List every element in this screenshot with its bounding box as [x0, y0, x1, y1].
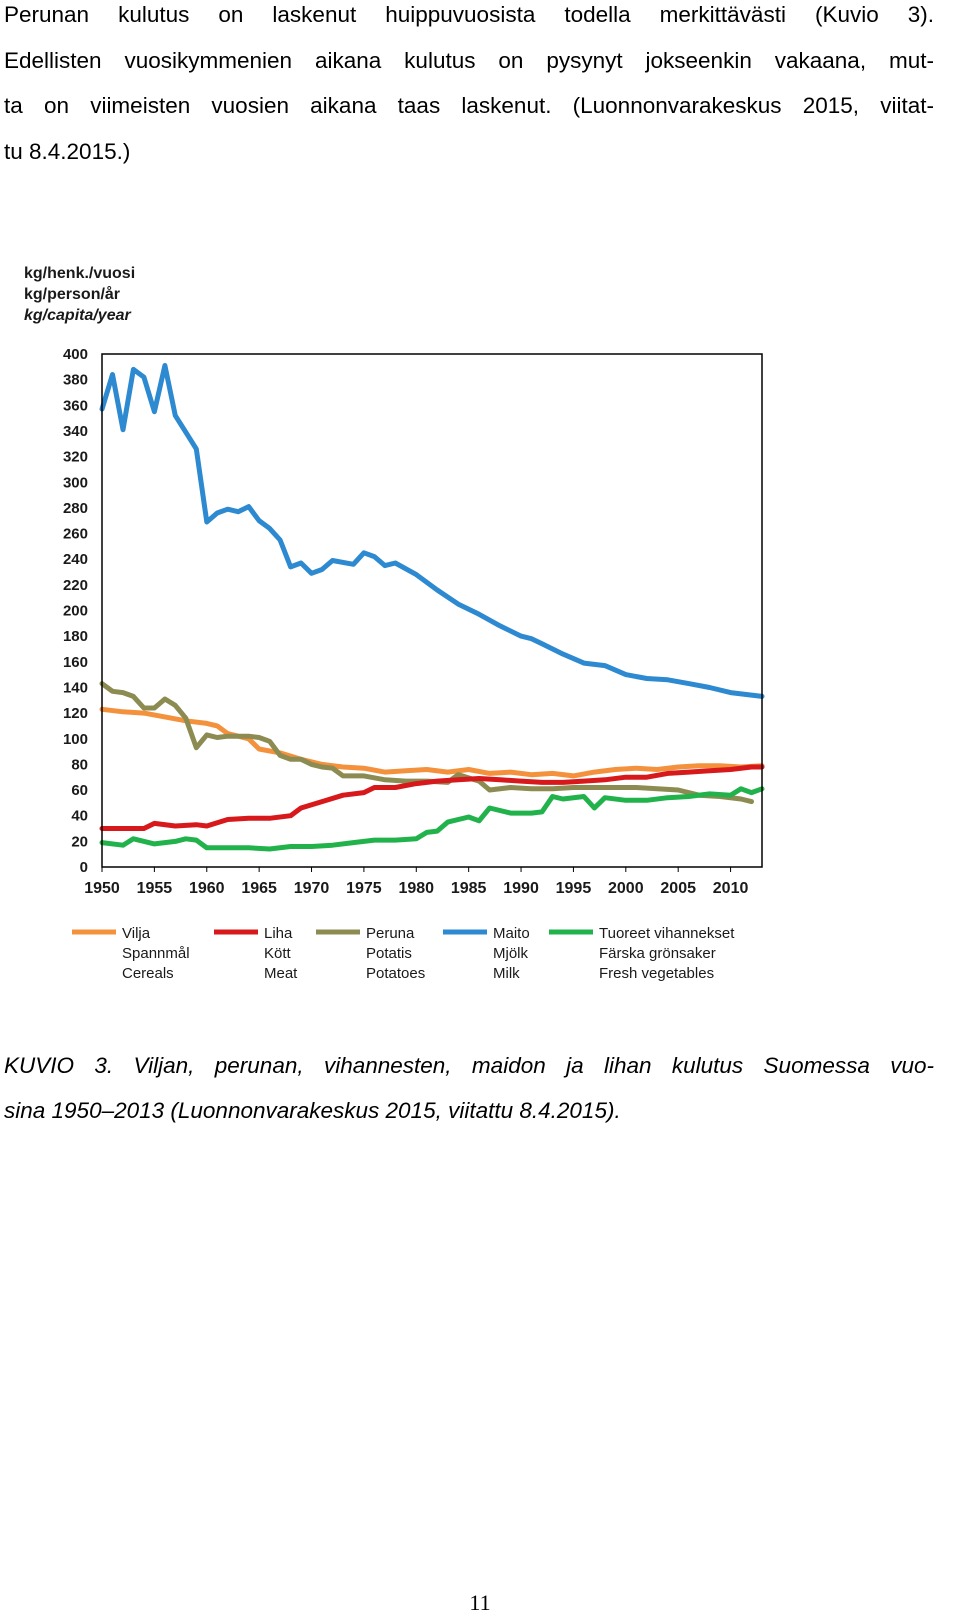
paragraph-line: ta on viimeisten vuosien aikana taas las…	[4, 93, 934, 118]
legend-item-potatoes: Peruna Potatis Potatoes	[316, 925, 425, 982]
x-tick-label: 1950	[84, 880, 120, 897]
legend-label: Potatis	[366, 945, 412, 962]
y-tick-label: 160	[63, 654, 88, 671]
series-line-fresh-vegetables	[99, 786, 765, 852]
y-tick-label: 0	[80, 859, 88, 876]
y-axis-unit-label: kg/henk./vuosi kg/person/år kg/capita/year	[24, 265, 135, 324]
legend-label: Peruna	[366, 925, 415, 942]
y-unit-label-line: kg/capita/year	[24, 307, 132, 324]
y-tick-label: 200	[63, 603, 88, 620]
legend-label: Fresh vegetables	[599, 965, 714, 982]
legend-label: Spannmål	[122, 945, 190, 962]
y-unit-label-line: kg/person/år	[24, 285, 120, 303]
y-tick-label: 300	[63, 474, 88, 491]
y-tick-label: 260	[63, 526, 88, 543]
y-tick-label: 280	[63, 500, 88, 517]
y-tick-label: 400	[63, 346, 88, 363]
legend-item-milk: Maito Mjölk Milk	[443, 925, 530, 982]
x-axis-ticks: 1950 1955 1960 1965 1970 1975 1980 1985 1990 1995…	[84, 867, 748, 897]
series-line-potatoes	[99, 681, 754, 805]
x-tick-label: 1985	[451, 880, 487, 897]
y-tick-label: 40	[71, 808, 88, 825]
plot-frame	[101, 353, 763, 868]
legend-label: Kött	[264, 945, 292, 962]
x-tick-label: 2000	[608, 880, 644, 897]
paragraph-line: Perunan kulutus on laskenut huippuvuosis…	[4, 2, 934, 27]
legend: Vilja Spannmål Cereals Liha Kött Meat Peruna Po…	[72, 925, 735, 982]
x-tick-label: 2010	[713, 880, 749, 897]
y-tick-label: 120	[63, 705, 88, 722]
legend-label: Mjölk	[493, 945, 529, 962]
series-lines	[99, 363, 765, 852]
x-tick-label: 1990	[503, 880, 539, 897]
paragraph-line: tu 8.4.2015.)	[4, 138, 131, 164]
x-tick-label: 2005	[660, 880, 696, 897]
caption-line: sina 1950–2013 (Luonnonvarakeskus 2015, …	[4, 1098, 621, 1123]
y-tick-label: 60	[71, 782, 88, 799]
y-tick-label: 100	[63, 731, 88, 748]
page-number: 11	[469, 1590, 491, 1615]
legend-label: Meat	[264, 965, 298, 982]
y-tick-label: 360	[63, 397, 88, 414]
x-tick-label: 1995	[556, 880, 592, 897]
y-tick-label: 180	[63, 628, 88, 645]
consumption-line-chart: kg/henk./vuosi kg/person/år kg/capita/year…	[24, 265, 765, 982]
legend-label: Milk	[493, 965, 520, 982]
legend-label: Maito	[493, 925, 530, 942]
legend-label: Vilja	[122, 925, 151, 942]
y-tick-label: 240	[63, 551, 88, 568]
y-tick-label: 340	[63, 423, 88, 440]
x-tick-label: 1975	[346, 880, 382, 897]
legend-label: Cereals	[122, 965, 174, 982]
y-tick-label: 140	[63, 679, 88, 696]
x-tick-label: 1965	[241, 880, 277, 897]
legend-label: Färska grönsaker	[599, 945, 716, 962]
series-line-cereals	[99, 706, 765, 779]
legend-label: Liha	[264, 925, 293, 942]
y-unit-label-line: kg/henk./vuosi	[24, 265, 135, 282]
legend-item-fresh-vegetables: Tuoreet vihannekset Färska grönsaker Fresh…	[549, 925, 735, 982]
caption-line: KUVIO 3. Viljan, perunan, vihannesten, m…	[4, 1053, 934, 1078]
series-line-milk	[99, 363, 765, 699]
y-tick-label: 80	[71, 756, 88, 773]
paragraph-line: Edellisten vuosikymmenien aikana kulutus…	[4, 47, 934, 73]
x-tick-label: 1970	[294, 880, 330, 897]
series-line-meat	[99, 764, 765, 831]
y-tick-label: 320	[63, 449, 88, 466]
x-tick-label: 1955	[137, 880, 173, 897]
legend-label: Tuoreet vihannekset	[599, 925, 735, 942]
y-tick-label: 20	[71, 833, 88, 850]
y-tick-label: 380	[63, 372, 88, 389]
legend-label: Potatoes	[366, 965, 425, 982]
y-tick-label: 220	[63, 577, 88, 594]
figure-caption: KUVIO 3. Viljan, perunan, vihannesten, m…	[4, 1043, 934, 1133]
y-axis-ticks: 0 20 40 60 80 100 120 140 160 180 200 220 240 260 280 3…	[63, 346, 88, 876]
legend-item-meat: Liha Kött Meat	[214, 925, 298, 982]
x-tick-label: 1960	[189, 880, 225, 897]
legend-item-cereals: Vilja Spannmål Cereals	[72, 925, 190, 982]
x-tick-label: 1980	[398, 880, 434, 897]
body-paragraph: Perunan kulutus on laskenut huippuvuosis…	[4, 0, 934, 174]
